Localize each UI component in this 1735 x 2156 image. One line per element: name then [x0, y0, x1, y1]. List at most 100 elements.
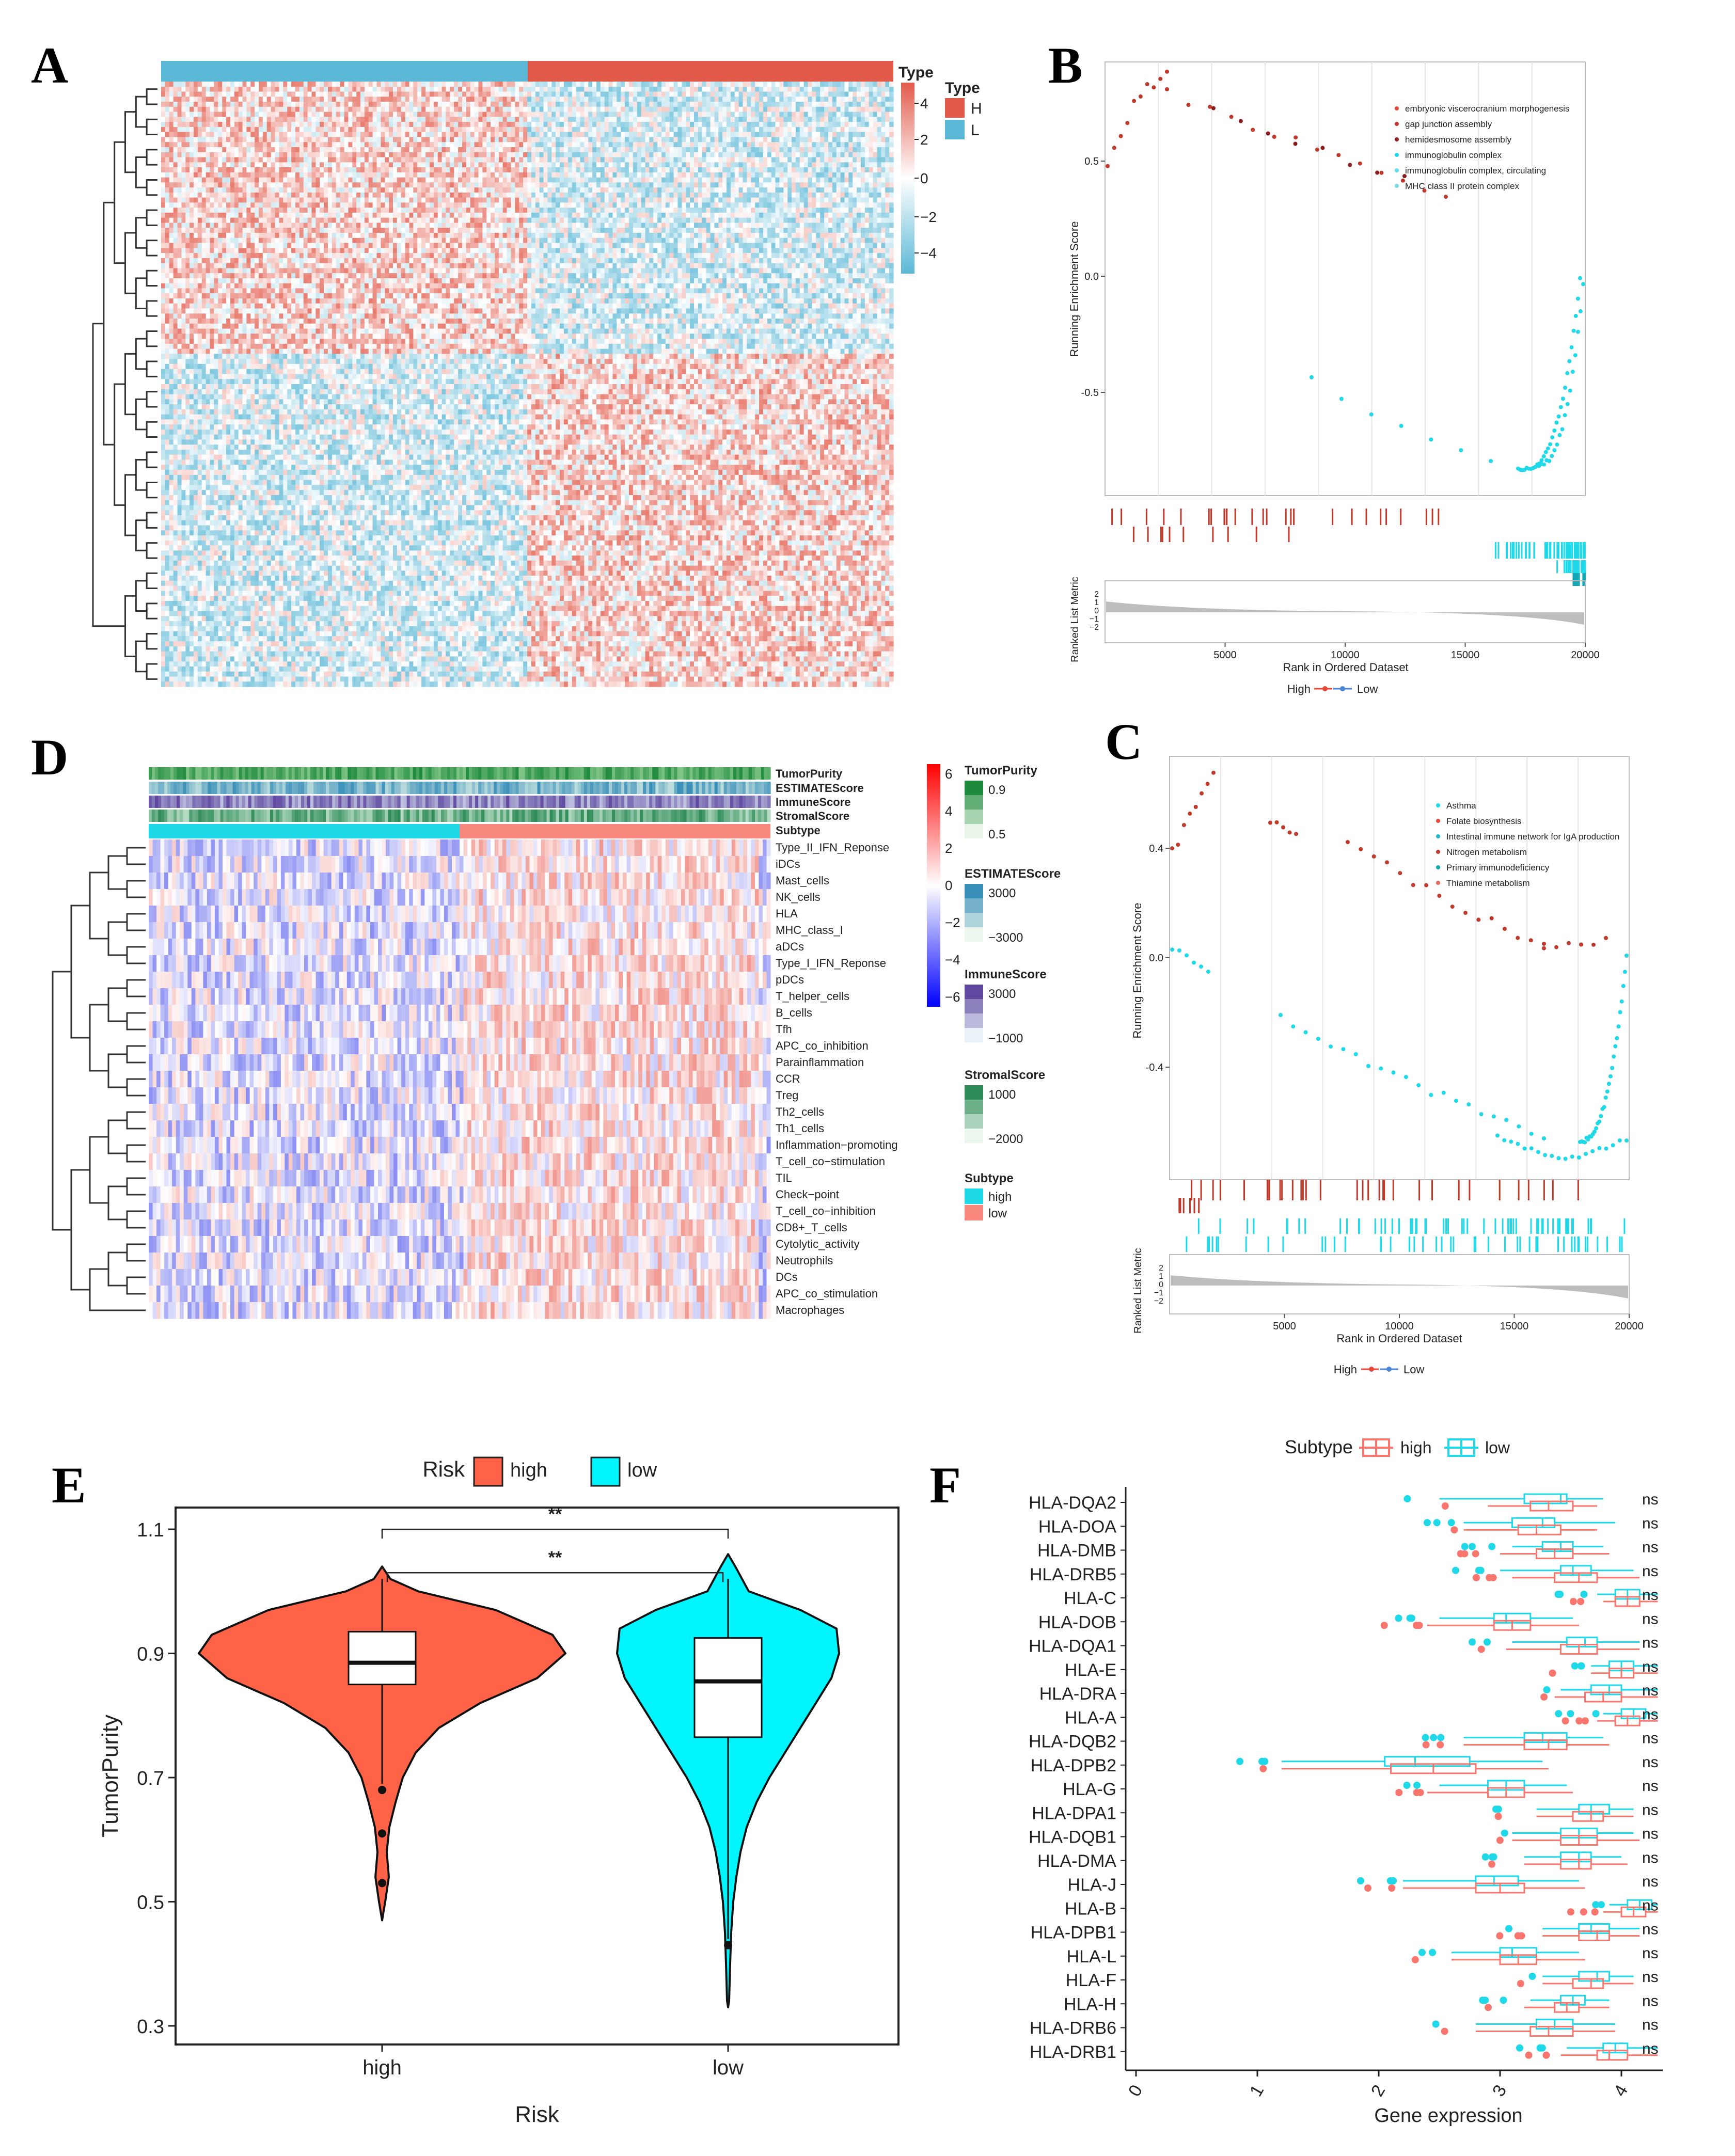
panel-a-heat-cell [543, 106, 548, 113]
panel-a-heat-cell [303, 172, 308, 178]
panel-a-heat-cell [812, 197, 816, 203]
panel-a-heat-cell [808, 82, 813, 87]
panel-a-heat-cell [864, 187, 870, 193]
panel-a-heat-cell [767, 132, 772, 138]
panel-a-heat-cell [531, 177, 536, 183]
panel-a-heat-cell [531, 82, 536, 87]
panel-a-heat-cell [628, 172, 634, 178]
panel-a-heat-cell [645, 82, 650, 87]
panel-a-heat-cell [299, 162, 304, 168]
panel-a-heat-cell [547, 137, 552, 142]
panel-a-heat-cell [210, 197, 214, 203]
panel-a-heat-cell [450, 202, 454, 208]
panel-a-heat-cell [421, 97, 426, 102]
panel-a-heat-cell [576, 106, 580, 113]
panel-a-heat-cell [767, 112, 772, 117]
panel-a-heat-cell [795, 192, 800, 198]
panel-a-heat-cell [372, 91, 377, 97]
panel-a-heat-cell [828, 187, 833, 193]
panel-a-heat-cell [763, 91, 768, 97]
panel-a-heat-cell [271, 117, 276, 122]
panel-a-heat-cell [421, 187, 426, 193]
panel-a-heat-cell [287, 208, 292, 213]
panel-a-heat-cell [808, 162, 813, 168]
panel-a-heat-cell [576, 192, 580, 198]
panel-a-heat-cell [621, 112, 625, 117]
panel-a-heat-cell [173, 167, 178, 173]
panel-a-heat-cell [433, 162, 438, 168]
panel-a-heat-cell [792, 142, 796, 148]
panel-a-heat-cell [840, 126, 845, 133]
panel-a-heat-cell [787, 192, 792, 198]
panel-a-heat-cell [792, 152, 796, 158]
panel-a-heat-cell [543, 162, 548, 168]
panel-a-heat-cell [832, 152, 837, 158]
panel-a-heat-cell [531, 157, 536, 163]
panel-a-heat-cell [673, 187, 679, 193]
panel-a-heat-cell [572, 157, 577, 163]
panel-a-heat-cell [600, 82, 605, 87]
panel-a-heat-cell [600, 187, 605, 193]
panel-a-heat-cell [454, 172, 459, 178]
panel-a-heat-cell [340, 102, 345, 107]
panel-a-heat-cell [381, 197, 385, 203]
panel-a-heat-cell [283, 197, 288, 203]
panel-a-heat-cell [775, 208, 780, 213]
panel-a-heat-cell [783, 142, 788, 148]
panel-a-heat-cell [556, 177, 560, 183]
panel-a-heat-cell [368, 157, 373, 163]
panel-a-heat-cell [775, 112, 780, 117]
panel-a-heat-cell [600, 192, 605, 198]
panel-a-heat-cell [803, 162, 809, 168]
panel-a-heat-cell [255, 177, 259, 183]
panel-a-heat-cell [877, 91, 881, 97]
panel-a-heat-cell [230, 152, 235, 158]
panel-a-heat-cell [799, 192, 805, 198]
panel-a-heat-cell [853, 197, 857, 203]
panel-a-heat-cell [250, 126, 255, 133]
panel-a-heat-cell [498, 86, 503, 92]
panel-a-heat-cell [816, 117, 821, 122]
panel-a-heat-cell [547, 187, 552, 193]
panel-a-heat-cell [511, 112, 515, 117]
panel-a-heat-cell [600, 147, 605, 153]
panel-a-heat-cell [848, 97, 853, 102]
panel-a-heat-cell [698, 162, 703, 168]
panel-a-heat-cell [803, 202, 809, 208]
panel-a-heat-cell [547, 208, 552, 213]
panel-a-heat-cell [873, 212, 878, 218]
panel-a-heat-cell [722, 91, 727, 97]
panel-a-heat-cell [889, 157, 894, 163]
panel-a-heat-cell [864, 157, 870, 163]
panel-a-heat-cell [238, 112, 243, 117]
panel-a-heat-cell [572, 137, 577, 142]
panel-a-heat-cell [242, 117, 247, 122]
panel-a-heat-cell [502, 112, 508, 117]
panel-a-heat-cell [185, 126, 190, 133]
panel-a-heat-cell [885, 157, 890, 163]
panel-a-heat-cell [853, 208, 857, 213]
panel-a-heat-cell [836, 208, 841, 213]
panel-a-heat-cell [596, 106, 601, 113]
panel-a-heat-cell [844, 126, 849, 133]
panel-a-heat-cell [661, 202, 666, 208]
panel-a-heat-cell [665, 147, 670, 153]
panel-a-heat-cell [441, 187, 447, 193]
panel-a-heat-cell [511, 147, 515, 153]
panel-a-heat-cell [722, 137, 727, 142]
panel-a-heat-cell [255, 86, 259, 92]
panel-a-heat-cell [763, 82, 768, 87]
panel-a-heat-cell [543, 91, 548, 97]
panel-a-heat-cell [429, 212, 434, 218]
panel-a-heat-cell [242, 122, 247, 128]
panel-a-heat-cell [641, 192, 646, 198]
panel-a-heat-cell [491, 177, 495, 183]
panel-a-heat-cell [763, 187, 768, 193]
panel-a-heat-cell [307, 212, 312, 218]
panel-a-heat-cell [486, 162, 491, 168]
panel-a-heat-cell [385, 86, 389, 92]
panel-a-heat-cell [352, 162, 357, 168]
panel-a-heat-cell [799, 147, 805, 153]
panel-a-heat-cell [722, 147, 727, 153]
panel-a-heat-cell [381, 97, 385, 102]
